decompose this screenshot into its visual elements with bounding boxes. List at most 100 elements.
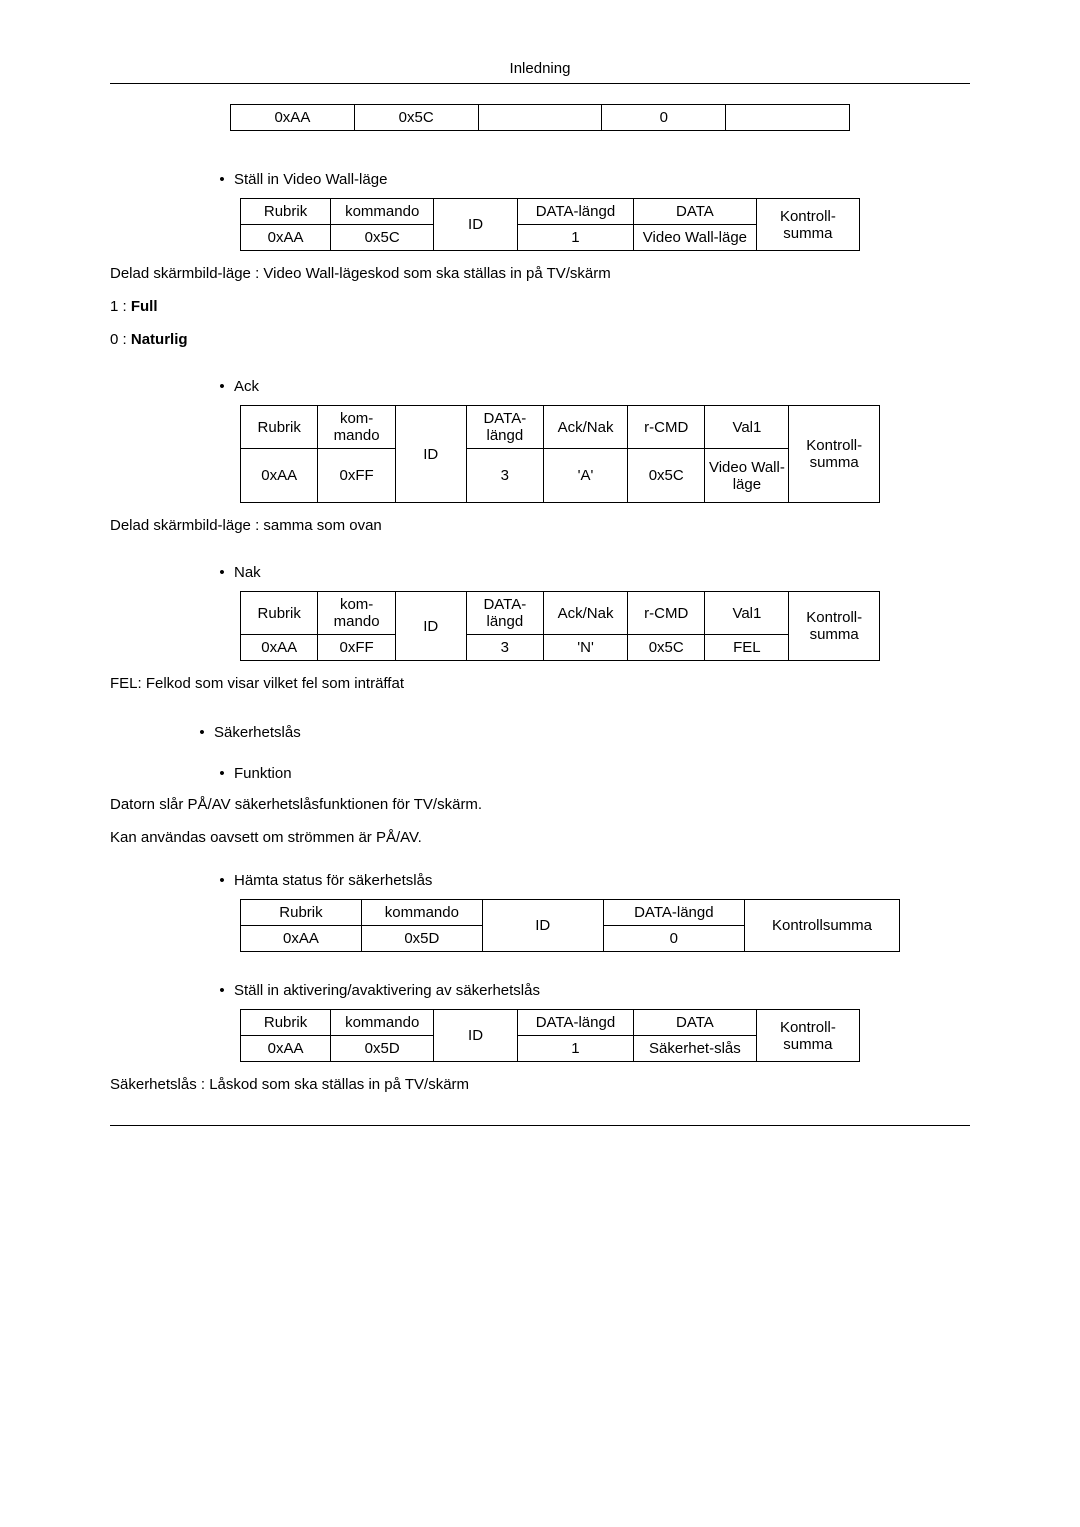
bullet-icon: •: [210, 378, 234, 395]
footer-rule: [110, 1125, 970, 1126]
table-set-vw: Rubrik kommando ID DATA-längd DATA Kontr…: [240, 198, 860, 251]
cell: 0x5C: [331, 225, 434, 251]
bullet-text: Ack: [234, 378, 970, 395]
header-rule: [110, 83, 970, 84]
bullet-text: Ställ in Video Wall-läge: [234, 171, 970, 188]
cell: 0xFF: [318, 635, 395, 661]
text-bold: Full: [131, 298, 158, 315]
table-row: Rubrik kom-mando ID DATA-längd Ack/Nak r…: [241, 406, 880, 449]
cell: 0xAA: [241, 926, 362, 952]
cell: Kontroll-summa: [789, 592, 880, 661]
cell: Rubrik: [241, 199, 331, 225]
table-row: 0xAA 0xFF 3 'A' 0x5C Video Wall-läge: [241, 449, 880, 503]
cell: Rubrik: [241, 1010, 331, 1036]
table-row: Rubrik kommando ID DATA-längd DATA Kontr…: [241, 199, 860, 225]
table-row: 0xAA 0x5C 0: [231, 105, 850, 131]
table-set-vw-wrap: Rubrik kommando ID DATA-längd DATA Kontr…: [240, 198, 860, 251]
cell: kommando: [361, 900, 482, 926]
cell: kommando: [331, 199, 434, 225]
page: Inledning 0xAA 0x5C 0 • Ställ in Video W…: [0, 0, 1080, 1186]
cell: ID: [482, 900, 603, 952]
bullet-icon: •: [210, 765, 234, 782]
cell: ID: [395, 592, 466, 661]
cell: 0: [603, 926, 744, 952]
bullet-icon: •: [210, 872, 234, 889]
cell: Rubrik: [241, 900, 362, 926]
bullet-icon: •: [210, 171, 234, 188]
bullet-set-lock: • Ställ in aktivering/avaktivering av sä…: [210, 982, 970, 999]
cell: 0x5C: [354, 105, 478, 131]
cell: Val1: [705, 592, 789, 635]
bullet-text: Säkerhetslås: [214, 724, 970, 741]
cell: 1: [517, 225, 633, 251]
paragraph: Datorn slår PÅ/AV säkerhetslåsfunktionen…: [110, 794, 970, 815]
table-row: Rubrik kommando ID DATA-längd Kontrollsu…: [241, 900, 900, 926]
table-1-wrap: 0xAA 0x5C 0: [230, 104, 850, 131]
cell: 0x5D: [361, 926, 482, 952]
cell: r-CMD: [628, 592, 705, 635]
cell: 0xAA: [241, 225, 331, 251]
cell: kom-mando: [318, 592, 395, 635]
table-nak: Rubrik kom-mando ID DATA-längd Ack/Nak r…: [240, 591, 880, 661]
cell: ID: [395, 406, 466, 503]
cell: 0xAA: [231, 105, 355, 131]
table-ack-wrap: Rubrik kom-mando ID DATA-längd Ack/Nak r…: [240, 405, 880, 503]
cell: Ack/Nak: [544, 592, 628, 635]
cell: 3: [466, 635, 543, 661]
cell: 0x5C: [628, 449, 705, 503]
paragraph: Säkerhetslås : Låskod som ska ställas in…: [110, 1074, 970, 1095]
cell: 0xAA: [241, 449, 318, 503]
table-row: 0xAA 0xFF 3 'N' 0x5C FEL: [241, 635, 880, 661]
cell: 0: [602, 105, 726, 131]
cell: Rubrik: [241, 406, 318, 449]
table-get-lock-wrap: Rubrik kommando ID DATA-längd Kontrollsu…: [240, 899, 900, 952]
cell: DATA-längd: [517, 199, 633, 225]
paragraph: Delad skärmbild-läge : samma som ovan: [110, 515, 970, 536]
table-nak-wrap: Rubrik kom-mando ID DATA-längd Ack/Nak r…: [240, 591, 880, 661]
paragraph: FEL: Felkod som visar vilket fel som int…: [110, 673, 970, 694]
cell: 0x5C: [628, 635, 705, 661]
cell: kom-mando: [318, 406, 395, 449]
cell: DATA-längd: [603, 900, 744, 926]
bullet-icon: •: [210, 564, 234, 581]
cell: kommando: [331, 1010, 434, 1036]
cell: Kontroll-summa: [756, 199, 859, 251]
cell: 1: [517, 1036, 633, 1062]
text: 1 :: [110, 298, 131, 315]
bullet-safety-lock: • Säkerhetslås: [190, 724, 970, 741]
bullet-set-video-wall: • Ställ in Video Wall-läge: [210, 171, 970, 188]
cell: DATA-längd: [466, 406, 543, 449]
cell: Rubrik: [241, 592, 318, 635]
table-ack: Rubrik kom-mando ID DATA-längd Ack/Nak r…: [240, 405, 880, 503]
paragraph: Kan användas oavsett om strömmen är PÅ/A…: [110, 827, 970, 848]
cell: r-CMD: [628, 406, 705, 449]
text-bold: Naturlig: [131, 331, 188, 348]
paragraph: Delad skärmbild-läge : Video Wall-lägesk…: [110, 263, 970, 284]
table-row: Rubrik kommando ID DATA-längd DATA Kontr…: [241, 1010, 860, 1036]
cell: Kontrollsumma: [745, 900, 900, 952]
bullet-text: Ställ in aktivering/avaktivering av säke…: [234, 982, 970, 999]
cell: [478, 105, 602, 131]
bullet-text: Hämta status för säkerhetslås: [234, 872, 970, 889]
bullet-icon: •: [210, 982, 234, 999]
cell: Val1: [705, 406, 789, 449]
cell: 3: [466, 449, 543, 503]
bullet-function: • Funktion: [210, 765, 970, 782]
bullet-icon: •: [190, 724, 214, 741]
cell: ID: [434, 199, 518, 251]
bullet-get-status: • Hämta status för säkerhetslås: [210, 872, 970, 889]
cell: 'A': [544, 449, 628, 503]
cell: Kontroll-summa: [756, 1010, 859, 1062]
cell: [726, 105, 850, 131]
cell: 'N': [544, 635, 628, 661]
cell: Ack/Nak: [544, 406, 628, 449]
cell: Säkerhet-slås: [634, 1036, 757, 1062]
table-get-lock: Rubrik kommando ID DATA-längd Kontrollsu…: [240, 899, 900, 952]
table-1: 0xAA 0x5C 0: [230, 104, 850, 131]
paragraph: 0 : Naturlig: [110, 329, 970, 350]
cell: 0xFF: [318, 449, 395, 503]
cell: DATA: [634, 1010, 757, 1036]
bullet-text: Funktion: [234, 765, 970, 782]
cell: FEL: [705, 635, 789, 661]
table-set-lock-wrap: Rubrik kommando ID DATA-längd DATA Kontr…: [240, 1009, 860, 1062]
